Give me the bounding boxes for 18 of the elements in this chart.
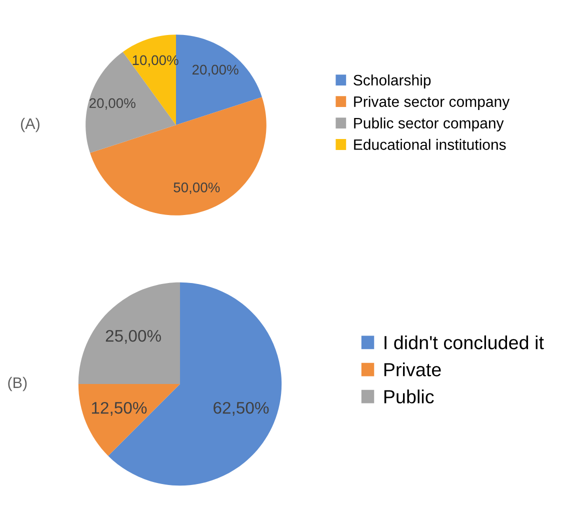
- text: (B): [8, 376, 27, 392]
- data-label: 62,50%: [214, 402, 269, 416]
- pie-slice: [78, 384, 180, 456]
- legend-label: Public: [384, 390, 434, 404]
- legend-label: Public sector company: [354, 117, 504, 132]
- text: (A): [20, 118, 40, 132]
- legend-label: Private: [384, 362, 441, 376]
- data-label: 12,50%: [92, 402, 147, 416]
- data-label: 50,00%: [174, 182, 220, 194]
- legend-label: Educational institutions: [354, 138, 506, 150]
- data-label: 25,00%: [106, 330, 161, 344]
- legend-label: Scholarship: [354, 74, 431, 88]
- data-label: 20,00%: [192, 64, 238, 76]
- pie-slice: [78, 282, 180, 384]
- data-label: 20,00%: [90, 98, 136, 110]
- legend-label: I didn't concluded it: [384, 335, 544, 350]
- legend-label: Private sector company: [354, 96, 510, 110]
- pie-slice: [90, 97, 266, 216]
